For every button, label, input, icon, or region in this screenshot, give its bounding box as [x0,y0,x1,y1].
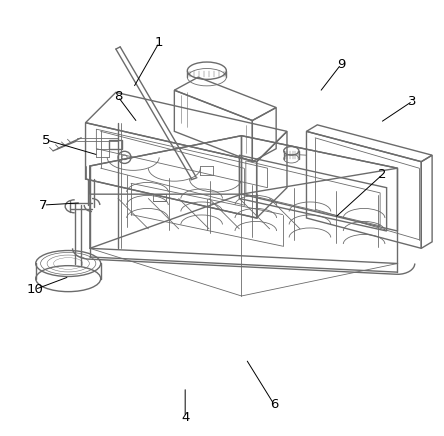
Text: 6: 6 [270,398,278,411]
Text: 9: 9 [337,58,345,71]
Text: 10: 10 [26,283,43,296]
Text: 1: 1 [155,36,163,49]
Text: 8: 8 [114,90,122,103]
Text: 7: 7 [39,198,48,211]
Text: 5: 5 [42,133,51,146]
Text: 3: 3 [408,95,417,108]
Text: 4: 4 [181,411,189,424]
Text: 2: 2 [378,168,387,181]
